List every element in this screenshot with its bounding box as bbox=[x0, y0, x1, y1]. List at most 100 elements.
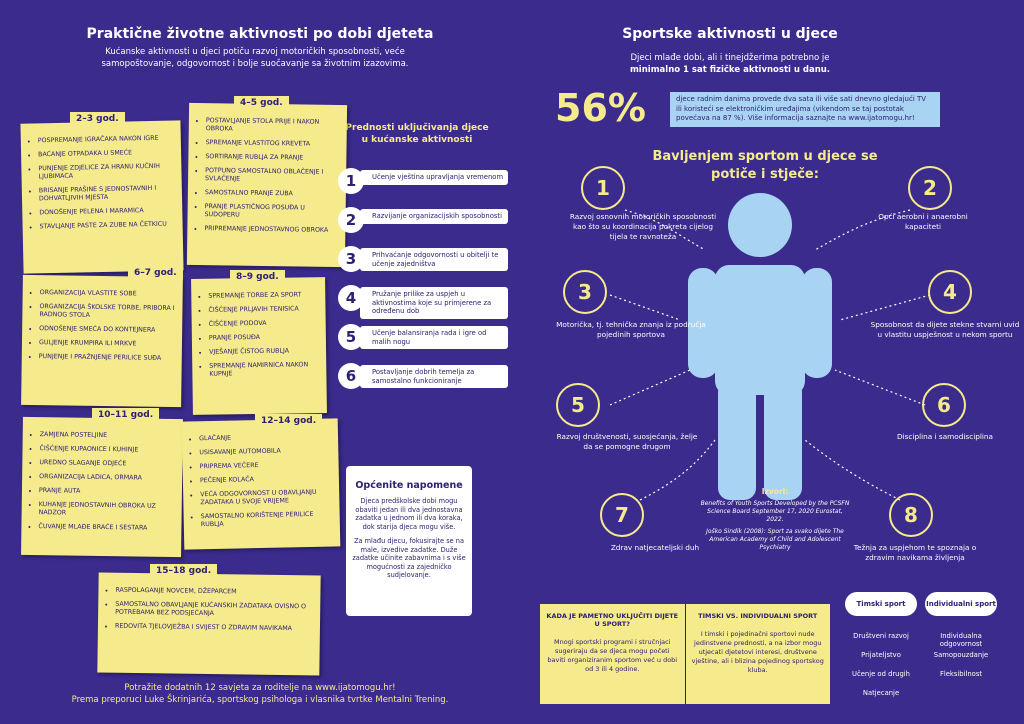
figure bbox=[609, 193, 931, 501]
activity: POTPUNO SAMOSTALNO OBLAČENJE I SVLAČENJE bbox=[205, 167, 340, 185]
activity: SAMOSTALNO PRANJE ZUBA bbox=[205, 189, 340, 199]
activity: USISAVANJE AUTOMOBILA bbox=[199, 447, 332, 458]
activity: VEĆA ODGOVORNOST U OBAVLJANJU ZADATAKA U… bbox=[200, 488, 333, 507]
activity: GLAČANJE bbox=[199, 433, 332, 444]
info-column: TIMSKI VS. INDIVIDUALNI SPORT I timski i… bbox=[686, 604, 831, 704]
benefit-circle: 1 bbox=[581, 166, 625, 210]
age-label: 8–9 god. bbox=[230, 270, 285, 284]
activity: REDOVITA TJELOVJEŽBA I SVIJEST O ZDRAVIM… bbox=[115, 623, 314, 634]
notes-box: Općenite napomene Djeca predškolske dobi… bbox=[346, 466, 472, 616]
benefit-text: Disciplina i samodisciplina bbox=[896, 432, 994, 441]
activity: ČUVANJE MLAĐE BRAĆE I SESTARA bbox=[38, 523, 175, 533]
benefit-row: Pružanje prilike za uspjeh u aktivnostim… bbox=[338, 285, 508, 319]
compare-item: Individualna odgovornost bbox=[939, 632, 983, 648]
activity: PUNJENJE ZDJELICE ZA HRANU KUĆNIH LJUBIM… bbox=[38, 162, 175, 181]
activity-list: POSPREMANJE IGRAČAKA NAKON IGRE BACANJE O… bbox=[29, 134, 177, 231]
benefit-circle: 7 bbox=[600, 493, 644, 537]
age-label: 6–7 god. bbox=[128, 266, 183, 280]
sources-title: Izvori: bbox=[761, 487, 789, 496]
sources: Izvori: Benefits of Youth Sports Develop… bbox=[700, 488, 850, 552]
benefit-text: Učenje balansiranja rada i igre od malih… bbox=[360, 326, 508, 349]
activity: PEČENJE KOLAČA bbox=[200, 474, 333, 485]
compare-title: Individualni sport bbox=[925, 592, 997, 616]
activity: ORGANIZACIJA VLASTITE SOBE bbox=[40, 289, 177, 299]
activity: UREDNO SLAGANJE ODJEĆE bbox=[39, 459, 176, 469]
activity: KUHANJE JEDNOSTAVNIH OBROKA UZ NADZOR bbox=[39, 501, 176, 519]
activity: POSPREMANJE IGRAČAKA NAKON IGRE bbox=[38, 134, 175, 145]
benefit-number: 5 bbox=[338, 324, 364, 350]
activity: PRANJE POSUĐA bbox=[209, 333, 320, 343]
footer: Potražite dodatnih 12 savjeta za roditel… bbox=[40, 682, 480, 706]
age-label: 12–14 god. bbox=[255, 414, 323, 428]
age-note: SPREMANJE TORBE ZA SPORT ČIŠĆENJE PRLJAVI… bbox=[191, 277, 327, 415]
activity: GULJENJE KRUMPIRA ILI MRKVE bbox=[39, 339, 176, 349]
stat-text: djece radnim danima provede dva sata ili… bbox=[670, 92, 940, 127]
activity-list: ZAMJENA POSTELJINE ČIŠĆENJE KUPAONICE I K… bbox=[29, 431, 176, 533]
activity: VJEŠANJE ČISTOG RUBLJA bbox=[209, 347, 320, 357]
benefit-number: 6 bbox=[338, 363, 364, 389]
age-note: POSPREMANJE IGRAČAKA NAKON IGRE BACANJE O… bbox=[20, 120, 184, 274]
age-note: ZAMJENA POSTELJINE ČIŠĆENJE KUPAONICE I K… bbox=[21, 416, 183, 558]
benefit-row: Učenje vještina upravljanja vremenom 1 bbox=[338, 168, 508, 198]
benefit-text: Učenje vještina upravljanja vremenom bbox=[360, 170, 508, 185]
activity: ZAMJENA POSTELJINE bbox=[40, 431, 177, 441]
activity: PRANJE AUTA bbox=[39, 487, 176, 497]
activity: ORGANIZACIJA LADICA, ORMARA bbox=[39, 473, 176, 483]
benefit-number: 2 bbox=[338, 207, 364, 233]
subtitle-line: Djeci mlađe dobi, ali i tinejdžerima pot… bbox=[630, 53, 830, 63]
compare-item: Učenje od drugih bbox=[852, 670, 910, 678]
activity: STAVLJANJE PASTE ZA ZUBE NA ČETKICU bbox=[40, 220, 177, 231]
right-title: Sportske aktivnosti u djece bbox=[622, 26, 838, 42]
benefit-text: Motorička, tj. tehnička znanja iz područ… bbox=[556, 320, 706, 339]
age-note: ORGANIZACIJA VLASTITE SOBE ORGANIZACIJA Š… bbox=[21, 274, 183, 408]
info-column: KADA JE PAMETNO UKLJUČITI DIJETE U SPORT… bbox=[540, 604, 686, 704]
activity-list: GLAČANJE USISAVANJE AUTOMOBILA PRIPREMA VE… bbox=[190, 433, 334, 530]
info-text: Mnogi sportski programi i stručnjaci sug… bbox=[547, 638, 678, 673]
benefit-text: Opći aerobni i anaerobni kapaciteti bbox=[878, 212, 968, 231]
age-note: RASPOLAGANJE NOVCEM, DŽEPARCEM SAMOSTALNO… bbox=[97, 572, 321, 676]
benefit-row: Prihvaćanje odgovornosti u obitelji te u… bbox=[338, 246, 508, 276]
benefit-circle: 2 bbox=[908, 166, 952, 210]
benefit-row: Postavljanje dobrih temelja za samostaln… bbox=[338, 363, 508, 393]
benefit-number: 3 bbox=[338, 246, 364, 272]
footer-line: Prema preporuci Luke Škrinjarića, sports… bbox=[71, 695, 449, 705]
activity: RASPOLAGANJE NOVCEM, DŽEPARCEM bbox=[115, 587, 314, 598]
notes-text: Za mlađu djecu, fokusirajte se na male, … bbox=[352, 537, 466, 579]
child-figure bbox=[688, 193, 832, 500]
activity: SORTIRANJE RUBLJA ZA PRANJE bbox=[205, 153, 340, 163]
activity: SAMOSTALNO KORIŠTENJE PERILICE RUBLJA bbox=[201, 510, 334, 529]
benefit-text: Razvoj osnovnih motoričkih sposobnosti k… bbox=[569, 212, 717, 241]
benefit-row: Učenje balansiranja rada i igre od malih… bbox=[338, 324, 508, 354]
activity: BRISANJE PRAŠINE S JEDNOSTAVNIH I DOHVAT… bbox=[39, 184, 176, 203]
notes-title: Općenite napomene bbox=[355, 480, 463, 491]
activity: SPREMANJE TORBE ZA SPORT bbox=[208, 291, 319, 301]
benefit-row: Razvijanje organizacijskih sposobnosti 2 bbox=[338, 207, 508, 237]
activity: SPREMANJE VLASTITOG KREVETA bbox=[206, 139, 341, 149]
compare-item: Natjecanje bbox=[862, 689, 900, 697]
subtitle-line: minimalno 1 sat fizičke aktivnosti u dan… bbox=[629, 65, 831, 75]
compare-item: Samopouzdanje bbox=[933, 651, 989, 659]
info-title: TIMSKI VS. INDIVIDUALNI SPORT bbox=[698, 612, 818, 620]
notes-text: Djeca predškolske dobi mogu obaviti jeda… bbox=[355, 497, 463, 531]
right-subtitle: Djeci mlađe dobi, ali i tinejdžerima pot… bbox=[600, 52, 860, 76]
benefit-number: 1 bbox=[338, 168, 364, 194]
age-note: GLAČANJE USISAVANJE AUTOMOBILA PRIPREMA VE… bbox=[181, 418, 341, 550]
compare-item: Fleksibilnost bbox=[939, 670, 983, 678]
benefits-title: Prednosti uključivanja djece u kućanske … bbox=[345, 123, 489, 145]
activity: ORGANIZACIJA ŠKOLSKE TORBE, PRIBORA I RA… bbox=[39, 303, 176, 321]
benefit-text: Postavljanje dobrih temelja za samostaln… bbox=[360, 365, 508, 388]
activity: SPREMANJE NAMIRNICA NAKON KUPNJE bbox=[209, 361, 320, 379]
info-box: KADA JE PAMETNO UKLJUČITI DIJETE U SPORT… bbox=[540, 604, 830, 704]
activity: BACANJE OTPADAKA U SMEĆE bbox=[38, 148, 175, 159]
activity: ČIŠĆENJE KUPAONICE I KUHINJE bbox=[39, 445, 176, 455]
age-note: POSTAVLJANJE STOLA PRIJE I NAKON OBROKA S… bbox=[186, 102, 348, 268]
benefit-text: Pružanje prilike za uspjeh u aktivnostim… bbox=[360, 287, 508, 319]
benefit-text: Težnja za uspjehom te spoznaja o zdravim… bbox=[853, 543, 977, 562]
activity-list: RASPOLAGANJE NOVCEM, DŽEPARCEM SAMOSTALNO… bbox=[106, 587, 315, 634]
activity: SAMOSTALNO OBAVLJANJE KUĆANSKIH ZADATAKA… bbox=[115, 601, 314, 620]
connectors bbox=[609, 209, 931, 501]
activity: ODNOŠENJE SMEĆA DO KONTEJNERA bbox=[39, 325, 176, 335]
activity: PUNJENJE I PRAŽNJENJE PERILICE SUĐA bbox=[39, 353, 176, 363]
benefit-circle: 6 bbox=[922, 383, 966, 427]
